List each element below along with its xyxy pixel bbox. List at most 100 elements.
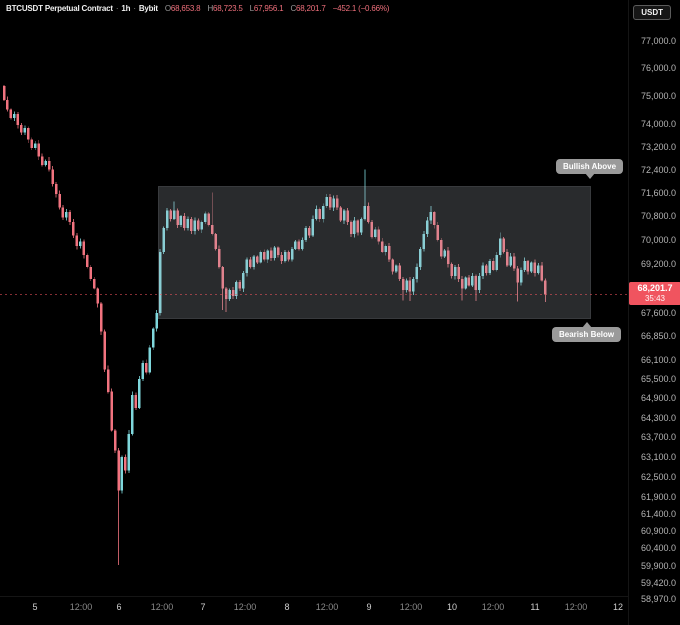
candlestick-canvas[interactable] bbox=[0, 0, 628, 625]
range-zone-rectangle[interactable] bbox=[158, 186, 591, 319]
price-axis-label: 61,400.0 bbox=[640, 509, 676, 519]
low-letter: L bbox=[249, 4, 254, 13]
candle-down bbox=[335, 198, 339, 208]
time-axis-day-label: 8 bbox=[284, 602, 290, 612]
candle-down bbox=[72, 222, 75, 236]
interval-label[interactable]: 1h bbox=[121, 4, 131, 13]
candle-up bbox=[204, 213, 207, 223]
candle-down bbox=[502, 238, 505, 252]
candle-down bbox=[544, 280, 547, 295]
candle-up bbox=[23, 128, 27, 133]
time-axis-hour-label: 12:00 bbox=[399, 602, 423, 612]
candle-up bbox=[523, 261, 526, 271]
candle-up bbox=[374, 229, 377, 237]
bullish-above-label[interactable]: Bullish Above bbox=[556, 159, 624, 179]
high-letter: H bbox=[207, 4, 214, 13]
low-value: 67,956.1 bbox=[253, 4, 284, 13]
price-axis-label: 69,200.0 bbox=[640, 259, 676, 269]
candle-down bbox=[433, 211, 436, 226]
time-axis[interactable]: 5 12:00 6 12:00 7 12:00 8 12:00 9 12:00 10 12:00 11 1… bbox=[0, 596, 628, 625]
candle-up bbox=[179, 216, 183, 226]
candle-down bbox=[30, 139, 34, 148]
candle-down bbox=[401, 279, 405, 290]
candle-up bbox=[259, 252, 263, 263]
candle-up bbox=[481, 265, 485, 277]
price-axis-label: 73,200.0 bbox=[640, 142, 676, 152]
candle-down bbox=[474, 276, 478, 290]
price-axis[interactable]: 68,201.7 35:43 77,000.0 76,000.0 75,000.0 7… bbox=[628, 0, 680, 625]
price-axis-label: 65,500.0 bbox=[640, 374, 676, 384]
symbol-info-bar: BTCUSDT Perpetual Contract · 1h · Bybit … bbox=[6, 4, 389, 13]
candle-down bbox=[380, 241, 384, 252]
price-axis-label: 72,400.0 bbox=[640, 165, 676, 175]
candle-down bbox=[82, 241, 86, 255]
candle-up bbox=[131, 395, 134, 434]
symbol-title[interactable]: BTCUSDT Perpetual Contract bbox=[6, 4, 113, 13]
candle-up bbox=[200, 222, 204, 230]
candle-down bbox=[51, 169, 54, 184]
candle-up bbox=[301, 240, 304, 249]
price-axis-label: 77,000.0 bbox=[640, 36, 676, 46]
candle-up bbox=[412, 279, 415, 292]
candle-up bbox=[141, 363, 145, 379]
separator-dot: · bbox=[133, 4, 136, 13]
candle-down bbox=[339, 207, 342, 221]
candle-up bbox=[155, 312, 158, 329]
candle-down bbox=[526, 261, 530, 272]
change-value: −452.1 (−0.66%) bbox=[332, 4, 390, 13]
currency-toggle-button[interactable]: USDT bbox=[633, 5, 671, 20]
label-tail-down bbox=[584, 173, 595, 179]
candle-down bbox=[37, 143, 40, 157]
open-value: 68,653.8 bbox=[170, 4, 201, 13]
candle-up bbox=[165, 210, 169, 228]
candle-down bbox=[367, 205, 370, 223]
candle-up bbox=[252, 256, 256, 268]
time-axis-hour-label: 12:00 bbox=[69, 602, 93, 612]
candle-up bbox=[363, 205, 367, 220]
candle-up bbox=[266, 250, 269, 260]
candle-down bbox=[505, 252, 509, 266]
candle-down bbox=[58, 194, 61, 208]
candle-up bbox=[426, 220, 429, 235]
candle-down bbox=[436, 225, 439, 240]
candle-down bbox=[398, 265, 401, 280]
candle-down bbox=[103, 331, 106, 370]
candle-down bbox=[190, 219, 193, 232]
price-axis-label: 60,900.0 bbox=[640, 526, 676, 536]
candle-down bbox=[263, 252, 266, 260]
current-price-value: 68,201.7 bbox=[637, 283, 673, 293]
price-axis-label: 66,850.0 bbox=[640, 331, 676, 341]
candle-down bbox=[145, 363, 148, 373]
candle-up bbox=[321, 205, 325, 220]
candle-down bbox=[408, 280, 412, 292]
candle-up bbox=[235, 282, 238, 296]
candle-up bbox=[360, 219, 363, 233]
bearish-below-label[interactable]: Bearish Below bbox=[552, 322, 622, 342]
time-axis-day-label: 12 bbox=[612, 602, 624, 612]
candle-up bbox=[394, 265, 398, 272]
candle-down bbox=[2, 86, 6, 100]
candle-up bbox=[304, 228, 308, 240]
candle-down bbox=[356, 220, 360, 233]
candle-down bbox=[308, 228, 311, 236]
chart-area[interactable]: Bullish Above Bearish Below bbox=[0, 0, 628, 625]
candle-down bbox=[512, 256, 516, 269]
candle-down bbox=[9, 109, 13, 119]
candle-down bbox=[457, 267, 460, 280]
candle-up bbox=[79, 241, 82, 246]
separator-dot: · bbox=[115, 4, 119, 13]
candle-up bbox=[478, 276, 481, 290]
price-axis-label: 66,100.0 bbox=[640, 355, 676, 365]
price-axis-label: 74,000.0 bbox=[640, 119, 676, 129]
candle-up bbox=[65, 211, 68, 218]
candle-down bbox=[40, 156, 44, 166]
time-axis-day-label: 9 bbox=[366, 602, 372, 612]
high-value: 68,723.5 bbox=[213, 4, 243, 13]
candle-up bbox=[315, 208, 318, 220]
price-axis-label: 63,100.0 bbox=[640, 452, 676, 462]
label-tail-up bbox=[581, 322, 592, 328]
candle-up bbox=[283, 252, 287, 261]
candle-down bbox=[61, 207, 65, 218]
candle-up bbox=[429, 211, 433, 221]
candle-up bbox=[127, 433, 131, 471]
